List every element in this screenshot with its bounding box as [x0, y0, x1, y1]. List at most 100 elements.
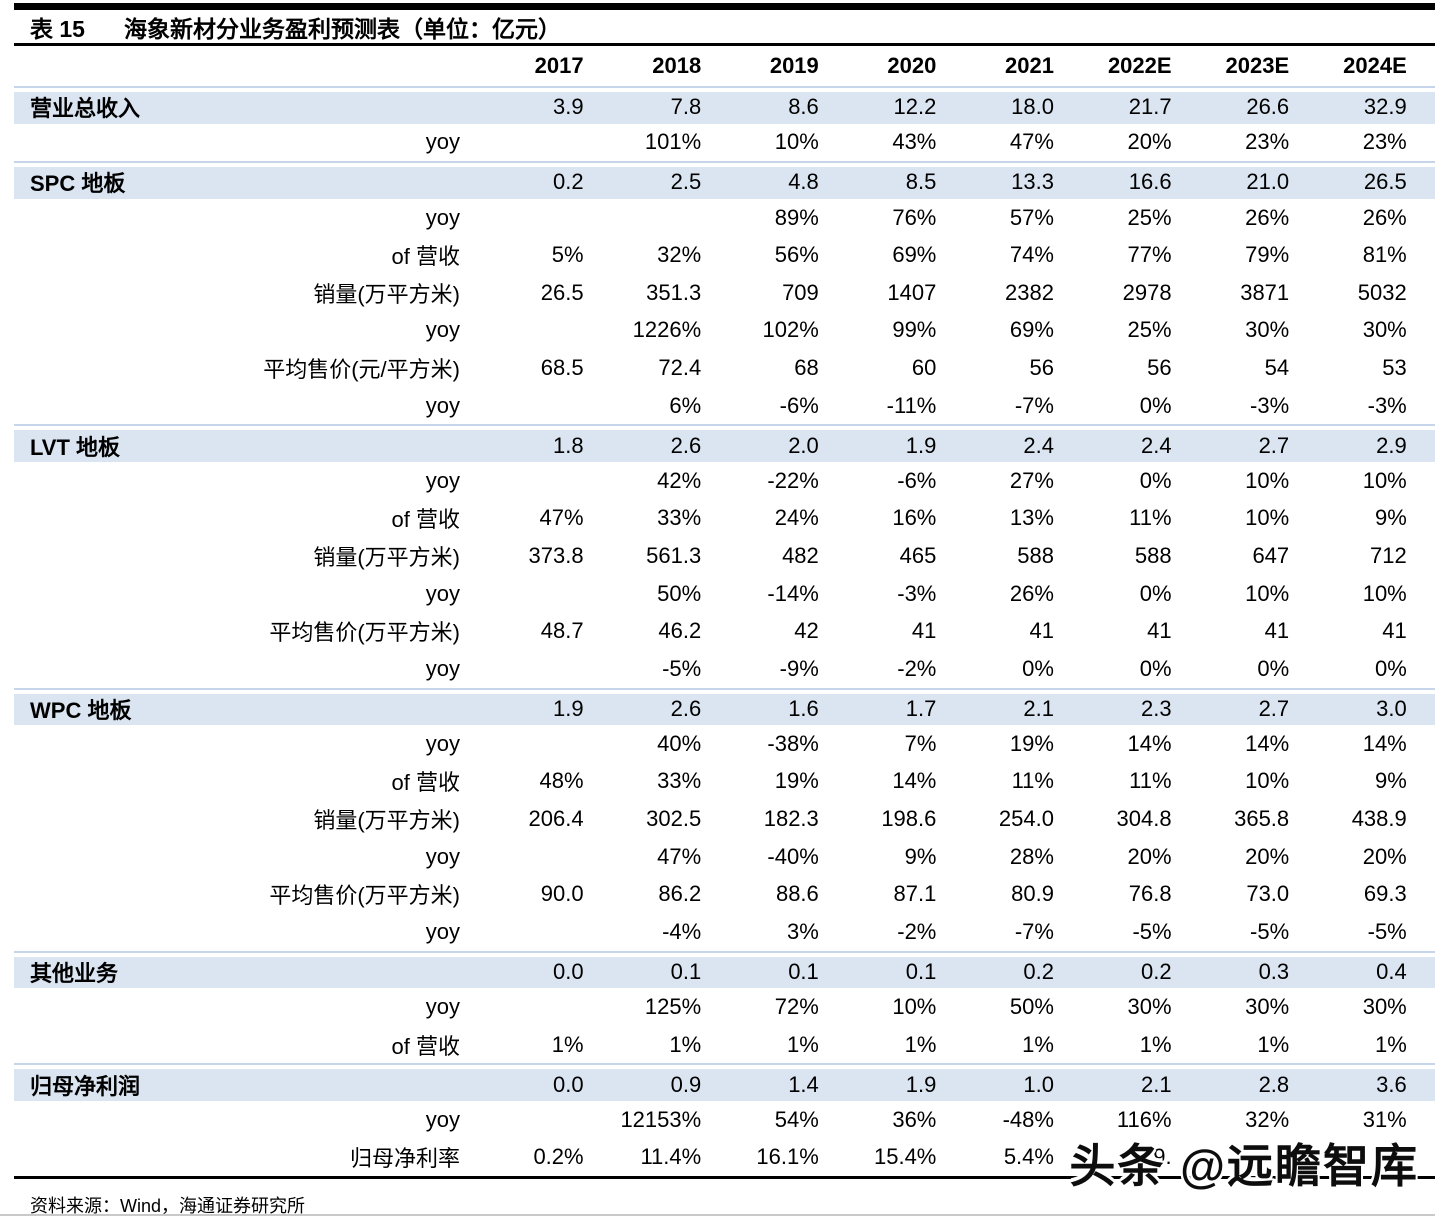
table-row: 销量(万平方米) 206.4 302.5 182.3 198.6 254.0 304.8 36…	[14, 800, 1435, 838]
table-row: yoy 12153% 54% 36% -48% 116% 32% 31%	[14, 1101, 1435, 1139]
data-cell: 1.8	[553, 432, 584, 458]
data-cell: 30%	[1245, 994, 1290, 1020]
data-cell: 33%	[657, 768, 702, 794]
table-row: LVT 地板 1.8 2.6 2.0 1.9 2.4 2.4 2.7 2.9	[14, 424, 1435, 462]
data-cell: 76.8	[1128, 881, 1172, 907]
data-cell: 0.2	[553, 169, 584, 195]
table-row: 归母净利润 0.0 0.9 1.4 1.9 1.0 2.1 2.8 3.6	[14, 1063, 1435, 1102]
year-header-2024E: 2024E	[1343, 53, 1407, 78]
data-cell: -3%	[1367, 392, 1407, 418]
data-cell: 40%	[657, 730, 702, 756]
data-cell: 24%	[774, 505, 819, 531]
data-cell: 302.5	[646, 806, 702, 832]
data-cell: 23%	[1245, 129, 1290, 155]
data-cell: 2.7	[1258, 432, 1290, 458]
data-cell: 2.1	[1023, 695, 1054, 721]
row-label: yoy	[425, 843, 460, 869]
page-bottom-divider	[0, 1214, 1435, 1216]
data-cell: -14%	[767, 580, 819, 606]
data-cell: -38%	[767, 730, 819, 756]
data-cell: 72.4	[658, 354, 702, 380]
data-cell: -40%	[767, 843, 819, 869]
data-cell: 18.0	[1011, 94, 1054, 120]
data-cell: 373.8	[528, 542, 584, 568]
data-cell: 3871	[1240, 279, 1290, 305]
data-cell: -7%	[1014, 918, 1054, 944]
data-cell: 1.0	[1023, 1071, 1054, 1097]
data-cell: 10%	[1245, 580, 1290, 606]
data-cell: 16.1%	[756, 1144, 819, 1170]
row-label: yoy	[425, 204, 460, 230]
row-label: yoy	[425, 730, 460, 756]
data-cell: 20%	[1127, 129, 1172, 155]
table-row: 平均售价(万平方米) 48.7 46.2 42 41 41 41 41 41	[14, 612, 1435, 650]
data-cell: 32%	[1245, 1106, 1290, 1132]
data-cell: 2.8	[1258, 1071, 1290, 1097]
data-cell: 21.0	[1246, 169, 1290, 195]
data-cell: -3%	[897, 580, 937, 606]
data-cell: 14%	[892, 768, 937, 794]
data-cell: 73.0	[1246, 881, 1290, 907]
data-cell: 5%	[551, 242, 584, 268]
year-header-2022E: 2022E	[1107, 53, 1172, 78]
data-cell: 304.8	[1116, 806, 1172, 832]
row-label: yoy	[425, 467, 460, 493]
data-cell: 27%	[1009, 467, 1054, 493]
data-cell: 2.4	[1023, 432, 1054, 458]
data-cell: 46.2	[658, 618, 702, 644]
data-cell: 56	[1029, 354, 1054, 380]
data-cell: 0.0	[553, 958, 584, 984]
data-cell: 79%	[1245, 242, 1290, 268]
data-cell: 16.6	[1128, 169, 1172, 195]
data-cell: 0%	[1022, 655, 1054, 681]
table-row: yoy 125% 72% 10% 50% 30% 30% 30%	[14, 988, 1435, 1026]
data-cell: 3.0	[1376, 695, 1407, 721]
data-cell: 10%	[774, 129, 819, 155]
data-cell: 0.2	[1023, 958, 1054, 984]
data-cell: 709	[782, 279, 819, 305]
data-cell: 26%	[1245, 204, 1290, 230]
row-label: yoy	[425, 317, 460, 343]
data-cell: 0.2	[1140, 958, 1172, 984]
data-cell: 42	[794, 618, 819, 644]
data-cell: 2.3	[1140, 695, 1172, 721]
data-cell: 198.6	[881, 806, 937, 832]
data-cell: 0%	[1139, 392, 1172, 418]
row-label: of 营收	[391, 244, 460, 270]
row-label: yoy	[425, 918, 460, 944]
row-label: yoy	[425, 994, 460, 1020]
row-label: 平均售价(元/平方米)	[263, 356, 460, 382]
table-body: 营业总收入 3.9 7.8 8.6 12.2 18.0 21.7 26.6 32.9 yoy 101…	[0, 86, 1435, 1176]
source-note: 资料来源：Wind，海通证券研究所	[30, 1196, 306, 1217]
data-cell: 9.	[1153, 1144, 1172, 1170]
data-cell: 76%	[892, 204, 937, 230]
data-cell: 0%	[1139, 467, 1172, 493]
data-cell: 21.7	[1128, 94, 1172, 120]
data-cell: 101%	[644, 129, 702, 155]
data-cell: 647	[1252, 542, 1290, 568]
table-row: yoy -4% 3% -2% -7% -5% -5% -5%	[14, 913, 1435, 951]
table-row: yoy 42% -22% -6% 27% 0% 10% 10%	[14, 462, 1435, 500]
data-cell: 10%	[1245, 467, 1290, 493]
data-cell: 116%	[1116, 1106, 1172, 1132]
table-row: 归母净利率 0.2% 11.4% 16.1% 15.4% 5.4% 9.	[14, 1139, 1435, 1177]
data-cell: 1.9	[905, 432, 937, 458]
data-cell: 50%	[1009, 994, 1054, 1020]
data-cell: 2.6	[670, 695, 702, 721]
data-cell: 15.4%	[873, 1144, 937, 1170]
data-cell: 482	[782, 542, 819, 568]
data-cell: 69%	[892, 242, 937, 268]
data-cell: -2%	[897, 918, 937, 944]
data-cell: 2.7	[1258, 695, 1290, 721]
data-cell: 13%	[1009, 505, 1054, 531]
data-cell: 182.3	[763, 806, 819, 832]
table-row: 销量(万平方米) 26.5 351.3 709 1407 2382 2978 3871 5032	[14, 274, 1435, 312]
table-row: yoy 6% -6% -11% -7% 0% -3% -3%	[14, 387, 1435, 425]
data-cell: 1226%	[632, 317, 702, 343]
data-cell: 57%	[1009, 204, 1054, 230]
data-cell: 1407	[887, 279, 937, 305]
table-row: 平均售价(万平方米) 90.0 86.2 88.6 87.1 80.9 76.8 73.0 69…	[14, 875, 1435, 913]
data-cell: 26.5	[540, 279, 584, 305]
data-cell: 69.3	[1363, 881, 1407, 907]
data-cell: 30%	[1245, 317, 1290, 343]
